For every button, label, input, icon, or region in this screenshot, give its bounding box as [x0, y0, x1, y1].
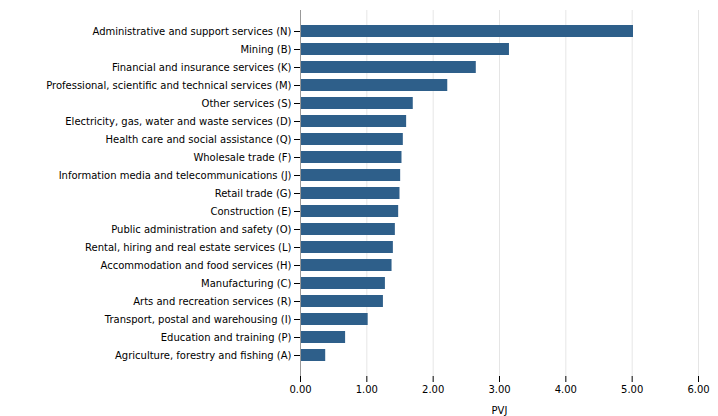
svg-text:2.00: 2.00	[422, 384, 444, 395]
svg-text:6.00: 6.00	[687, 384, 709, 395]
svg-text:Education and training (P): Education and training (P)	[161, 332, 292, 343]
svg-text:Financial and insurance servic: Financial and insurance services (K)	[112, 62, 292, 73]
svg-text:Public administration and safe: Public administration and safety (O)	[111, 224, 291, 235]
svg-text:Other services (S): Other services (S)	[202, 98, 292, 109]
svg-text:Electricity, gas, water and wa: Electricity, gas, water and waste servic…	[65, 116, 291, 127]
svg-text:4.00: 4.00	[555, 384, 577, 395]
svg-text:Arts and recreation services (: Arts and recreation services (R)	[133, 296, 291, 307]
svg-text:Health care and social assista: Health care and social assistance (Q)	[106, 134, 292, 145]
svg-text:1.00: 1.00	[356, 384, 378, 395]
svg-text:Transport, postal and warehous: Transport, postal and warehousing (I)	[104, 314, 292, 325]
svg-text:Mining (B): Mining (B)	[240, 44, 291, 55]
svg-text:3.00: 3.00	[488, 384, 510, 395]
svg-text:Wholesale trade (F): Wholesale trade (F)	[193, 152, 291, 163]
svg-text:Accommodation and food service: Accommodation and food services (H)	[101, 260, 292, 271]
svg-text:Professional, scientific and t: Professional, scientific and technical s…	[46, 80, 291, 91]
svg-text:PVJ: PVJ	[492, 405, 508, 416]
svg-text:Manufacturing (C): Manufacturing (C)	[201, 278, 291, 289]
svg-text:Information media and telecomm: Information media and telecommunications…	[59, 170, 292, 181]
svg-text:0.00: 0.00	[289, 384, 311, 395]
svg-text:Administrative and support ser: Administrative and support services (N)	[92, 26, 291, 37]
svg-text:5.00: 5.00	[621, 384, 643, 395]
svg-text:Rental, hiring and real estate: Rental, hiring and real estate services …	[85, 242, 292, 253]
svg-text:Retail trade (G): Retail trade (G)	[215, 188, 292, 199]
svg-text:Construction (E): Construction (E)	[211, 206, 292, 217]
svg-text:Agriculture, forestry and fish: Agriculture, forestry and fishing (A)	[115, 350, 292, 361]
